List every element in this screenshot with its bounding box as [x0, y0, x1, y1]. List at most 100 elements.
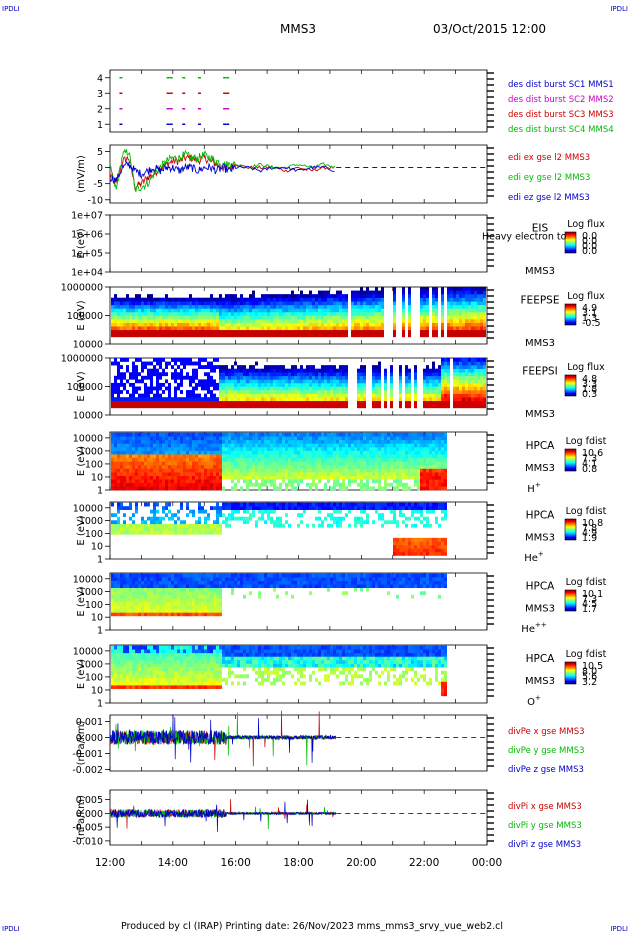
spectrogram-cell [408, 465, 411, 469]
spectrogram-cell [219, 330, 222, 334]
spectrogram-cell [450, 312, 453, 316]
spectrogram-cell [351, 440, 354, 444]
spectrogram-cell [315, 376, 318, 380]
spectrogram-cell [363, 394, 366, 398]
spectrogram-cell [186, 451, 189, 455]
spectrogram-cell [279, 404, 282, 408]
spectrogram-cell [417, 483, 420, 487]
spectrogram-cell [441, 436, 444, 440]
spectrogram-cell [162, 401, 165, 405]
spectrogram-cell [189, 436, 192, 440]
spectrogram-cell [438, 390, 441, 394]
spectrogram-cell [165, 387, 168, 391]
spectrogram-cell [474, 376, 477, 380]
spectrogram-cell [357, 323, 360, 327]
spectrogram-cell [483, 330, 486, 334]
spectrogram-cell [456, 365, 459, 369]
spectrogram-cell [222, 394, 225, 398]
spectrogram-cell [282, 365, 285, 369]
hpca_he-colorbar [565, 519, 576, 540]
spectrogram-cell [162, 479, 165, 483]
spectrogram-cell [480, 379, 483, 383]
spectrogram-cell [168, 476, 171, 480]
spectrogram-cell [255, 401, 258, 405]
spectrogram-cell [339, 365, 342, 369]
spectrogram-cell [111, 316, 114, 320]
spectrogram-cell [456, 376, 459, 380]
spectrogram-cell [471, 323, 474, 327]
spectrogram-cell [279, 383, 282, 387]
spectrogram-cell [288, 308, 291, 312]
spectrogram-cell [228, 305, 231, 309]
spectrogram-cell [213, 531, 216, 535]
spectrogram-cell [309, 486, 312, 490]
spectrogram-cell [198, 524, 201, 528]
spectrogram-cell [159, 365, 162, 369]
spectrogram-cell [132, 458, 135, 462]
spectrogram-cell [273, 379, 276, 383]
spectrogram-cell [216, 301, 219, 305]
spectrogram-cell [342, 394, 345, 398]
spectrogram-cell [261, 294, 264, 298]
spectrogram-cell [273, 451, 276, 455]
spectrogram-cell [351, 294, 354, 298]
spectrogram-cell [213, 472, 216, 476]
spectrogram-cell [417, 486, 420, 490]
spectrogram-cell [474, 323, 477, 327]
spectrogram-cell [378, 454, 381, 458]
spectrogram-cell [396, 440, 399, 444]
spectrogram-cell [273, 394, 276, 398]
spectrogram-cell [291, 372, 294, 376]
spectrogram-cell [300, 365, 303, 369]
spectrogram-cell [348, 458, 351, 462]
spectrogram-cell [171, 513, 174, 517]
spectrogram-cell [132, 387, 135, 391]
spectrogram-cell [366, 458, 369, 462]
spectrogram-cell [117, 454, 120, 458]
spectrogram-cell [468, 394, 471, 398]
spectrogram-cell [183, 479, 186, 483]
spectrogram-cell [168, 465, 171, 469]
spectrogram-cell [279, 433, 282, 437]
spectrogram-cell [192, 369, 195, 373]
spectrogram-cell [366, 326, 369, 330]
spectrogram-cell [333, 316, 336, 320]
spectrogram-cell [483, 312, 486, 316]
spectrogram-cell [357, 330, 360, 334]
spectrogram-cell [216, 308, 219, 312]
spectrogram-cell [216, 476, 219, 480]
spectrogram-cell [195, 301, 198, 305]
spectrogram-cell [114, 390, 117, 394]
spectrogram-cell [432, 397, 435, 401]
spectrogram-cell [210, 383, 213, 387]
spectrogram-cell [234, 390, 237, 394]
spectrogram-cell [270, 433, 273, 437]
spectrogram-cell [174, 468, 177, 472]
spectrogram-cell [174, 527, 177, 531]
spectrogram-cell [243, 433, 246, 437]
spectrogram-cell [204, 316, 207, 320]
spectrogram-cell [333, 447, 336, 451]
spectrogram-cell [144, 330, 147, 334]
spectrogram-cell [405, 451, 408, 455]
spectrogram-cell [132, 524, 135, 528]
spectrogram-cell [402, 291, 405, 295]
spectrogram-cell [294, 330, 297, 334]
spectrogram-cell [210, 298, 213, 302]
spectrogram-cell [273, 330, 276, 334]
spectrogram-cell [171, 472, 174, 476]
spectrogram-cell [432, 447, 435, 451]
spectrogram-cell [279, 486, 282, 490]
spectrogram-cell [279, 316, 282, 320]
spectrogram-cell [303, 436, 306, 440]
spectrogram-cell [147, 531, 150, 535]
spectrogram-cell [426, 308, 429, 312]
spectrogram-cell [336, 390, 339, 394]
spectrogram-cell [240, 372, 243, 376]
spectrogram-cell [165, 503, 168, 507]
spectrogram-cell [474, 390, 477, 394]
spectrogram-cell [114, 397, 117, 401]
spectrogram-cell [312, 319, 315, 323]
spectrogram-cell [171, 358, 174, 362]
spectrogram-cell [309, 454, 312, 458]
